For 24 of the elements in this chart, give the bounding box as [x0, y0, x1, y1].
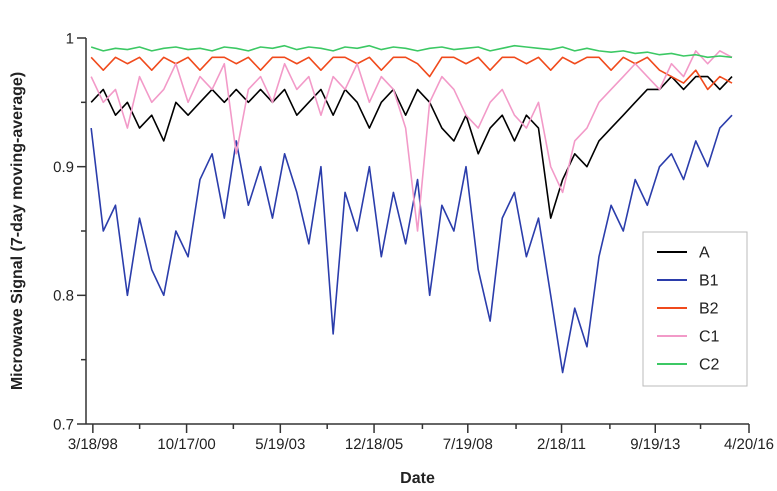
- x-tick-label: 2/18/11: [537, 436, 586, 453]
- line-series: [90, 56, 733, 90]
- line-series: [90, 50, 733, 232]
- legend-label: B1: [699, 272, 719, 290]
- x-axis-title: Date: [400, 470, 435, 487]
- x-tick-label: 10/17/00: [157, 436, 216, 453]
- x-tick-label: 9/19/13: [630, 436, 680, 453]
- y-tick-label: 0.9: [53, 158, 74, 176]
- legend-label: C1: [699, 328, 720, 346]
- y-axis-title: Microwave Signal (7-day moving-average): [9, 72, 26, 390]
- x-tick-label: 5/19/03: [255, 436, 306, 453]
- y-tick-label: 1: [66, 30, 74, 48]
- line-series: [90, 76, 733, 219]
- x-tick-label: 4/20/16: [724, 436, 774, 453]
- legend-label: B2: [699, 300, 719, 318]
- x-tick-label: 3/18/98: [68, 436, 118, 453]
- x-tick-label: 12/18/05: [344, 436, 404, 453]
- legend-label: C2: [699, 356, 720, 374]
- y-tick-label: 0.7: [53, 416, 74, 434]
- line-series: [90, 114, 733, 374]
- line-series: [90, 44, 733, 58]
- x-tick-label: 7/19/08: [442, 436, 493, 453]
- y-tick-label: 0.8: [53, 288, 74, 305]
- legend-label: A: [699, 244, 710, 262]
